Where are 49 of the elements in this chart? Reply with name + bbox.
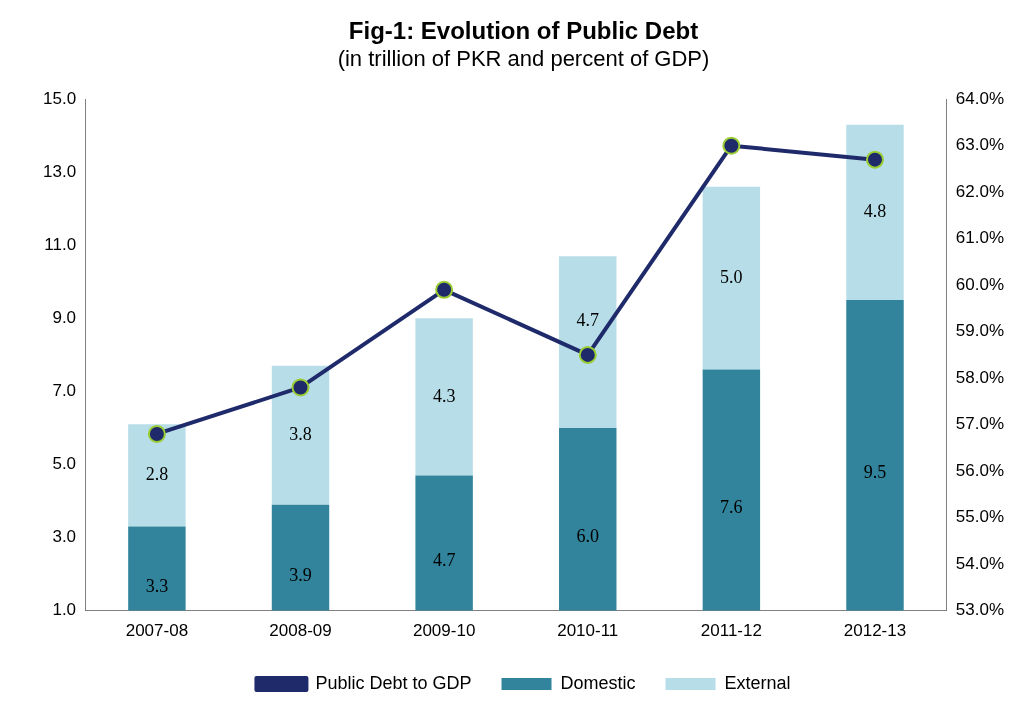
data-label: 4.7 xyxy=(576,309,599,330)
y-tick-label: 7.0 xyxy=(52,381,77,401)
point xyxy=(722,136,741,155)
x-tick-label: 2011-12 xyxy=(700,621,762,641)
legend-label: External xyxy=(724,672,791,693)
y2-tick-label: 57.0% xyxy=(955,414,1004,434)
y2-tick-label: 55.0% xyxy=(955,507,1004,527)
y2-tick-label: 62.0% xyxy=(955,181,1004,201)
point xyxy=(435,280,454,299)
y2-tick-label: 54.0% xyxy=(955,553,1004,573)
y2-tick-label: 61.0% xyxy=(955,228,1004,248)
data-label: 9.5 xyxy=(863,462,887,483)
point xyxy=(147,424,166,443)
x-tick-label: 2010-11 xyxy=(557,621,619,641)
y2-tick-label: 58.0% xyxy=(955,367,1004,387)
x-tick-label: 2008-09 xyxy=(269,621,332,641)
point xyxy=(865,150,884,169)
x-tick-label: 2009-10 xyxy=(412,621,476,641)
y-tick-label: 5.0 xyxy=(52,454,77,474)
data-label: 6.0 xyxy=(576,526,599,547)
data-label: 3.8 xyxy=(289,424,312,444)
data-label: 7.6 xyxy=(720,497,743,518)
data-label: 4.7 xyxy=(432,550,456,571)
y2-tick-label: 56.0% xyxy=(955,460,1004,480)
point xyxy=(578,345,597,364)
y-tick-label: 13.0 xyxy=(42,161,77,181)
y2-tick-label: 59.0% xyxy=(955,321,1004,341)
y-tick-label: 3.0 xyxy=(52,527,77,547)
y-tick-label: 1.0 xyxy=(52,600,77,620)
chart-title: Fig-1: Evolution of Public Debt xyxy=(348,17,699,45)
data-label: 3.9 xyxy=(289,564,312,585)
y2-tick-label: 60.0% xyxy=(955,274,1004,294)
y-tick-label: 11.0 xyxy=(44,235,77,254)
y2-tick-label: 63.0% xyxy=(955,135,1004,155)
data-label: 5.0 xyxy=(720,266,743,287)
data-label: 2.8 xyxy=(145,464,169,485)
x-tick-label: 2012-13 xyxy=(843,621,907,641)
data-label: 4.3 xyxy=(432,385,456,406)
x-tick-label: 2007-08 xyxy=(125,621,189,641)
legend-label: Public Debt to GDP xyxy=(315,672,472,693)
y-tick-label: 15.0 xyxy=(42,88,77,108)
data-label: 3.3 xyxy=(145,575,169,596)
chart-subtitle: (in trillion of PKR and percent of GDP) xyxy=(337,46,710,72)
y2-tick-label: 64.0% xyxy=(955,88,1004,108)
legend-label: Domestic xyxy=(560,672,636,693)
point xyxy=(291,378,310,397)
y2-tick-label: 53.0% xyxy=(955,600,1004,620)
data-label: 4.8 xyxy=(863,201,887,222)
y-tick-label: 9.0 xyxy=(52,308,77,328)
